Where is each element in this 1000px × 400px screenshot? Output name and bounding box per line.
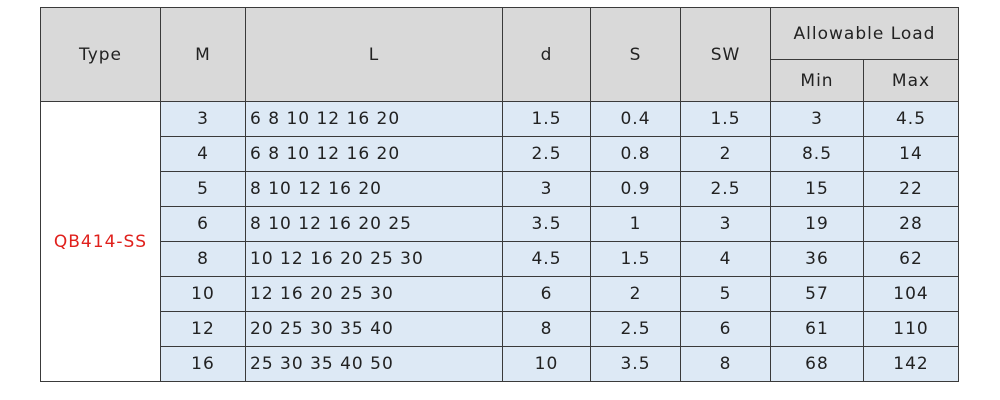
data-cell: 3 <box>160 101 246 137</box>
data-cell: 61 <box>770 311 864 347</box>
data-cell: 6 <box>502 276 591 312</box>
data-cell: 4 <box>160 136 246 172</box>
data-cell: 19 <box>770 206 864 242</box>
header-cell: Max <box>863 59 959 102</box>
data-cell: 1.5 <box>502 101 591 137</box>
data-cell: 1.5 <box>590 241 681 277</box>
data-cell: 2 <box>590 276 681 312</box>
data-cell: 6 <box>680 311 771 347</box>
header-cell: Allowable Load <box>770 7 959 60</box>
data-cell: 10 <box>502 346 591 382</box>
data-cell: 6 <box>160 206 246 242</box>
data-cell: 12 <box>160 311 246 347</box>
data-cell: 104 <box>863 276 959 312</box>
data-cell: 3 <box>680 206 771 242</box>
table-row: 16 25 30 35 40 50 10 3.5 8 68 142 <box>41 346 959 382</box>
data-cell: 10 <box>160 276 246 312</box>
data-cell: 2.5 <box>502 136 591 172</box>
data-cell: 20 25 30 35 40 <box>245 311 503 347</box>
header-cell: Min <box>770 59 864 102</box>
data-cell: 25 30 35 40 50 <box>245 346 503 382</box>
type-cell: QB414-SS <box>40 101 161 382</box>
table-row: 8 10 12 16 20 25 30 4.5 1.5 4 36 62 <box>41 241 959 277</box>
data-cell: 110 <box>863 311 959 347</box>
data-cell: 4 <box>680 241 771 277</box>
data-cell: 3 <box>502 171 591 207</box>
table-body: QB414-SS 3 6 8 10 12 16 20 1.5 0.4 1.5 3 4.5 4 6 … <box>40 101 959 382</box>
table-row: QB414-SS 3 6 8 10 12 16 20 1.5 0.4 1.5 3 4.5 <box>40 101 959 382</box>
data-cell: 1.5 <box>680 101 771 137</box>
header-cell: S <box>590 7 681 102</box>
data-cell: 8 <box>502 311 591 347</box>
data-cell: 3 <box>770 101 864 137</box>
data-cell: 8 10 12 16 20 <box>245 171 503 207</box>
data-cell: 4.5 <box>502 241 591 277</box>
data-cell: 10 12 16 20 25 30 <box>245 241 503 277</box>
data-cell: 6 8 10 12 16 20 <box>245 136 503 172</box>
header-cell: SW <box>680 7 771 102</box>
data-cell: 0.4 <box>590 101 681 137</box>
data-cell: 6 8 10 12 16 20 <box>245 101 503 137</box>
data-cell: 5 <box>680 276 771 312</box>
data-cell: 28 <box>863 206 959 242</box>
data-cell: 8.5 <box>770 136 864 172</box>
header-cell: M <box>160 7 246 102</box>
data-cell: 68 <box>770 346 864 382</box>
data-cell: 0.9 <box>590 171 681 207</box>
data-cell: 8 <box>160 241 246 277</box>
header-cell: L <box>245 7 503 102</box>
data-cell: 2.5 <box>680 171 771 207</box>
data-cell: 15 <box>770 171 864 207</box>
data-cell: 16 <box>160 346 246 382</box>
header-cell: Type <box>40 7 161 102</box>
data-cell: 2.5 <box>590 311 681 347</box>
data-cell: 36 <box>770 241 864 277</box>
data-cell: 22 <box>863 171 959 207</box>
data-cell: 8 10 12 16 20 25 <box>245 206 503 242</box>
data-cell: 2 <box>680 136 771 172</box>
table-row: 10 12 16 20 25 30 6 2 5 57 104 <box>41 276 959 312</box>
table-row: 12 20 25 30 35 40 8 2.5 6 61 110 <box>41 311 959 347</box>
spec-table: Type M L d S SW Allowable Load Min Max Q… <box>40 7 959 382</box>
data-cell: 0.8 <box>590 136 681 172</box>
data-cell: 12 16 20 25 30 <box>245 276 503 312</box>
data-cell: 14 <box>863 136 959 172</box>
data-cell: 4.5 <box>863 101 959 137</box>
data-cell: 8 <box>680 346 771 382</box>
data-cell: 5 <box>160 171 246 207</box>
data-cell: 1 <box>590 206 681 242</box>
data-cell: 142 <box>863 346 959 382</box>
data-cell: 57 <box>770 276 864 312</box>
header-cell: d <box>502 7 591 102</box>
data-cell: 62 <box>863 241 959 277</box>
data-cell: 3.5 <box>590 346 681 382</box>
data-cell: 3.5 <box>502 206 591 242</box>
